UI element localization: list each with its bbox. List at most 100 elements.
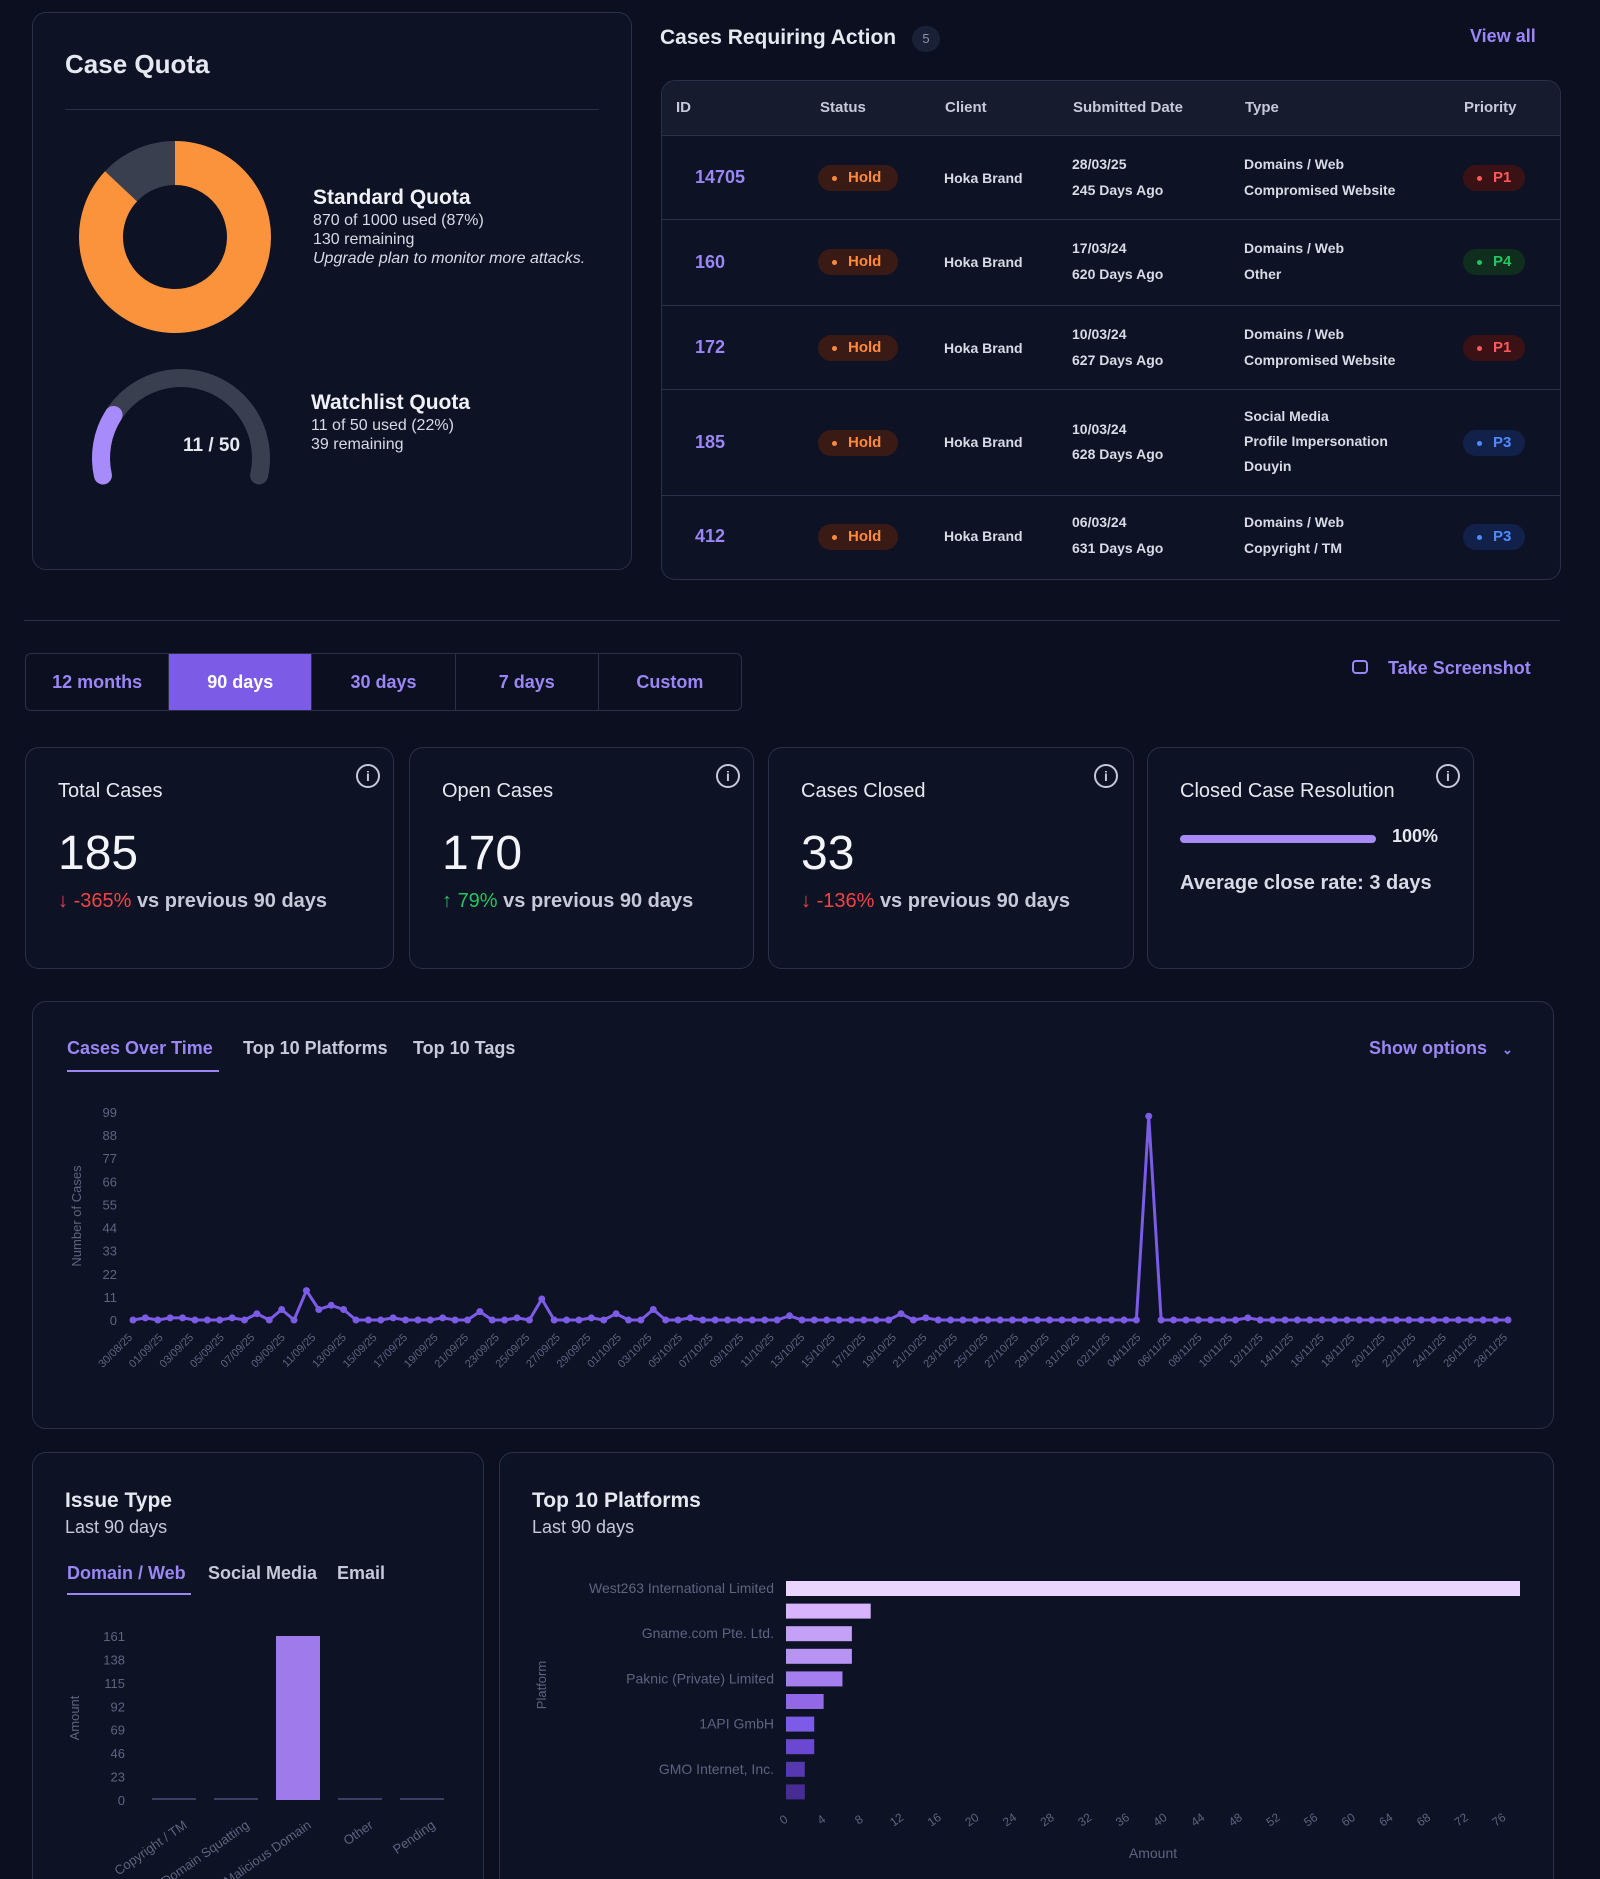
issue-type-panel: Issue Type Last 90 days Domain / Web Soc… bbox=[32, 1452, 484, 1879]
view-all-link[interactable]: View all bbox=[1470, 26, 1536, 46]
tab-email[interactable]: Email bbox=[337, 1563, 386, 1583]
range-tab-custom[interactable]: Custom bbox=[636, 672, 704, 692]
data-point bbox=[1132, 1316, 1140, 1324]
tab-social-media[interactable]: Social Media bbox=[208, 1563, 318, 1583]
column-header-status[interactable]: Status bbox=[820, 99, 866, 116]
arrow-up-icon: ↑ bbox=[442, 890, 458, 912]
tab-cases-over-time[interactable]: Cases Over Time bbox=[67, 1038, 213, 1058]
stat-value: 170 bbox=[442, 827, 523, 880]
data-point bbox=[885, 1316, 893, 1324]
top-platforms-title: Top 10 Platforms bbox=[532, 1489, 701, 1512]
data-point bbox=[179, 1314, 187, 1322]
data-point bbox=[575, 1316, 583, 1324]
column-header-submitted-date[interactable]: Submitted Date bbox=[1073, 99, 1184, 116]
gauge-fill bbox=[92, 405, 123, 485]
table-row[interactable]: 172 Hold Hoka Brand 10/03/24 627 Days Ag… bbox=[662, 305, 1560, 389]
submitted-ago: 631 Days Ago bbox=[1072, 540, 1164, 556]
show-options-dropdown[interactable]: Show options ⌄ bbox=[1369, 1038, 1513, 1059]
data-point bbox=[996, 1316, 1004, 1324]
data-point bbox=[736, 1316, 744, 1324]
table-row[interactable]: 14705 Hold Hoka Brand 28/03/25 245 Days … bbox=[662, 135, 1560, 219]
data-point bbox=[141, 1314, 149, 1322]
y-tick-label: GMO Internet, Inc. bbox=[659, 1761, 774, 1777]
x-tick-label: 72 bbox=[1452, 1810, 1471, 1829]
quota-divider bbox=[65, 109, 599, 110]
tab-top-10-platforms[interactable]: Top 10 Platforms bbox=[243, 1038, 388, 1058]
bar bbox=[786, 1671, 843, 1687]
tab-top-10-tags[interactable]: Top 10 Tags bbox=[413, 1038, 516, 1058]
stat-title: Open Cases bbox=[442, 780, 554, 802]
y-tick-label: 55 bbox=[103, 1197, 117, 1212]
table-row[interactable]: 412 Hold Hoka Brand 06/03/24 631 Days Ag… bbox=[662, 495, 1560, 579]
x-tick-label: 40 bbox=[1151, 1810, 1170, 1829]
y-tick-label: Gname.com Pte. Ltd. bbox=[642, 1625, 774, 1641]
quota-charts bbox=[79, 141, 271, 485]
case-id-link[interactable]: 412 bbox=[695, 526, 726, 546]
data-point bbox=[1492, 1316, 1500, 1324]
cases-requiring-action-title: Cases Requiring Action bbox=[660, 26, 897, 49]
submitted-ago: 620 Days Ago bbox=[1072, 266, 1164, 282]
case-id-link[interactable]: 160 bbox=[695, 252, 726, 272]
standard-quota-donut bbox=[79, 141, 271, 333]
bar bbox=[786, 1784, 805, 1800]
standard-quota-title: Standard Quota bbox=[313, 186, 471, 209]
table-row[interactable]: 160 Hold Hoka Brand 17/03/24 620 Days Ag… bbox=[662, 219, 1560, 305]
info-icon[interactable]: i bbox=[716, 764, 740, 788]
open-cases-card: Open Cases i 170 ↑ 79% vs previous 90 da… bbox=[409, 747, 754, 969]
gauge-track bbox=[92, 369, 270, 485]
data-point bbox=[1417, 1316, 1425, 1324]
bar bbox=[276, 1636, 320, 1800]
y-tick-label: 69 bbox=[111, 1723, 125, 1738]
issue-type-subtitle: Last 90 days bbox=[65, 1517, 168, 1537]
x-tick-label: 76 bbox=[1489, 1810, 1508, 1829]
range-tab-90-days[interactable]: 90 days bbox=[169, 654, 313, 710]
data-point bbox=[1293, 1316, 1301, 1324]
case-id-link[interactable]: 185 bbox=[695, 432, 726, 452]
info-icon[interactable]: i bbox=[1094, 764, 1118, 788]
tab-domain-web[interactable]: Domain / Web bbox=[67, 1563, 186, 1583]
case-quota-title: Case Quota bbox=[65, 49, 210, 79]
status-badge: Hold bbox=[818, 249, 898, 275]
case-id-link[interactable]: 172 bbox=[695, 337, 726, 357]
x-tick-label: 0 bbox=[777, 1812, 791, 1827]
data-point bbox=[1083, 1316, 1091, 1324]
submitted-ago: 627 Days Ago bbox=[1072, 352, 1164, 368]
data-point bbox=[860, 1316, 868, 1324]
info-icon[interactable]: i bbox=[356, 764, 380, 788]
data-point bbox=[414, 1316, 422, 1324]
column-header-client[interactable]: Client bbox=[945, 99, 987, 116]
range-tab-7-days[interactable]: 7 days bbox=[456, 654, 599, 710]
info-icon[interactable]: i bbox=[1436, 764, 1460, 788]
type-subcategory: Compromised Website bbox=[1244, 182, 1396, 198]
range-tab-12-months[interactable]: 12 months bbox=[26, 654, 170, 710]
x-tick-label: 52 bbox=[1264, 1810, 1283, 1829]
data-point bbox=[1070, 1316, 1078, 1324]
data-point bbox=[402, 1316, 410, 1324]
column-header-priority[interactable]: Priority bbox=[1464, 99, 1517, 116]
data-point bbox=[1306, 1316, 1314, 1324]
data-point bbox=[748, 1316, 756, 1324]
data-point bbox=[1355, 1316, 1363, 1324]
data-point bbox=[835, 1316, 843, 1324]
stat-title: Closed Case Resolution bbox=[1180, 780, 1395, 802]
data-point bbox=[525, 1316, 533, 1324]
y-tick-label: 138 bbox=[103, 1652, 125, 1667]
status-badge: Hold bbox=[818, 430, 898, 456]
x-tick-label: 44 bbox=[1188, 1810, 1207, 1829]
cases-count-badge: 5 bbox=[912, 26, 940, 52]
data-point bbox=[513, 1314, 521, 1322]
donut-remaining-segment bbox=[105, 141, 176, 203]
column-header-id[interactable]: ID bbox=[676, 99, 691, 116]
data-point bbox=[612, 1310, 620, 1318]
data-point bbox=[340, 1305, 348, 1313]
table-row[interactable]: 185 Hold Hoka Brand 10/03/24 628 Days Ag… bbox=[662, 389, 1560, 495]
column-header-type[interactable]: Type bbox=[1245, 99, 1279, 116]
resolution-progress-bar bbox=[1180, 835, 1376, 843]
take-screenshot-button[interactable]: Take Screenshot bbox=[1352, 658, 1531, 679]
case-id-link[interactable]: 14705 bbox=[695, 167, 746, 187]
x-tick-label: 68 bbox=[1414, 1810, 1433, 1829]
data-point bbox=[699, 1316, 707, 1324]
data-point bbox=[674, 1316, 682, 1324]
data-point bbox=[278, 1305, 286, 1313]
range-tab-30-days[interactable]: 30 days bbox=[312, 654, 456, 710]
